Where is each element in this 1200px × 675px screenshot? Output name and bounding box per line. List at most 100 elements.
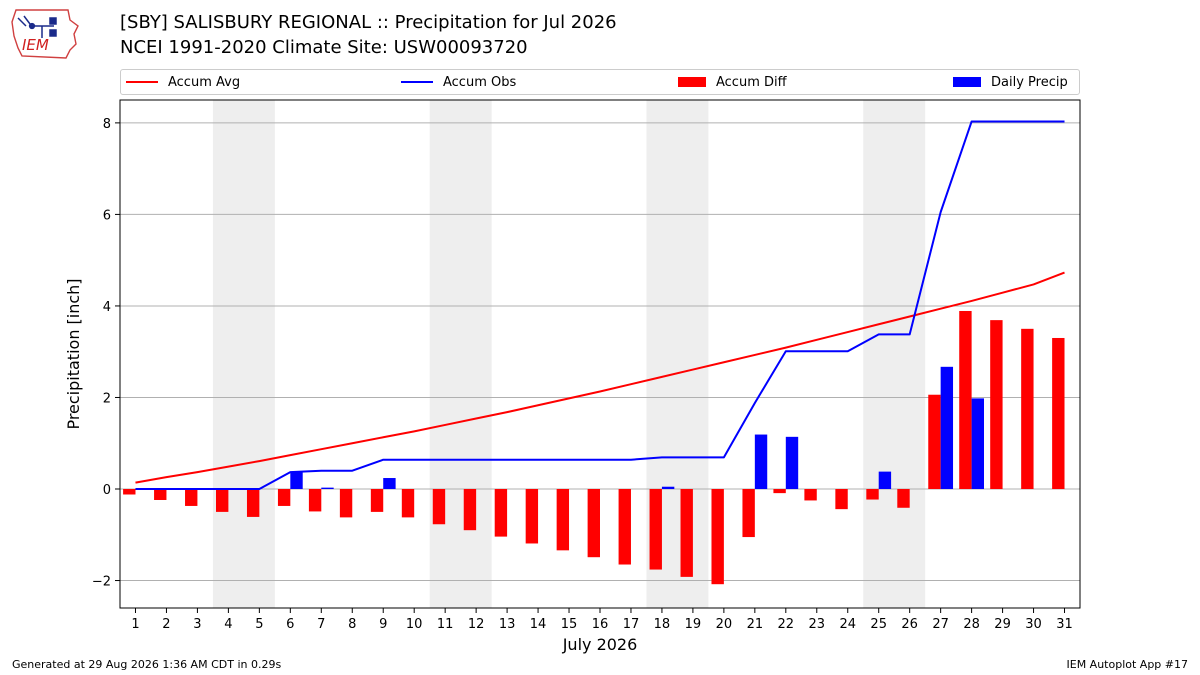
- legend-label-accum-diff: Accum Diff: [716, 74, 787, 90]
- accum-diff-bar: [897, 489, 910, 508]
- accum-diff-bar: [277, 489, 291, 506]
- accum-diff-bar: [587, 489, 600, 558]
- accum-diff-bar: [432, 489, 446, 525]
- accum-diff-bar: [185, 489, 198, 506]
- iem-logo: IEM: [11, 9, 79, 59]
- weekend-band-2: [429, 100, 492, 608]
- x-tick-label: 26: [901, 617, 918, 632]
- y-tick-label: 6: [103, 208, 111, 223]
- x-tick-label: 19: [685, 617, 702, 632]
- accum-diff-bar: [154, 489, 167, 500]
- accum-diff-bar: [742, 489, 755, 538]
- daily-precip-bar: [785, 436, 799, 490]
- x-tick-label: 23: [809, 617, 826, 632]
- accum-diff-bar: [649, 489, 662, 570]
- accum-diff-bar: [123, 489, 136, 495]
- x-tick-label: 7: [317, 617, 325, 632]
- accum-diff-bar: [525, 489, 539, 544]
- x-tick-label: 17: [623, 617, 640, 632]
- daily-precip-bar: [940, 366, 954, 490]
- daily-precip-bar: [971, 398, 984, 490]
- x-tick-label: 18: [654, 617, 671, 632]
- x-tick-label: 15: [561, 617, 578, 632]
- x-tick-label: 28: [963, 617, 980, 632]
- x-tick-label: 16: [592, 617, 609, 632]
- accum-diff-bar: [463, 489, 477, 531]
- x-tick-label: 31: [1056, 617, 1073, 632]
- x-tick-label: 5: [255, 617, 263, 632]
- daily-precip-bar: [754, 434, 768, 490]
- x-tick-label: 11: [437, 617, 454, 632]
- y-tick-label: −2: [92, 575, 111, 590]
- x-tick-label: 2: [162, 617, 170, 632]
- x-tick-label: 27: [932, 617, 949, 632]
- accum-diff-bar: [866, 489, 879, 500]
- x-tick-label: 21: [747, 617, 764, 632]
- chart-title: [SBY] SALISBURY REGIONAL :: Precipitatio…: [120, 12, 617, 33]
- legend-item-accum-diff: Accum Diff: [678, 70, 787, 94]
- y-axis-label: Precipitation [inch]: [64, 278, 83, 429]
- x-tick-label: 9: [379, 617, 387, 632]
- accum-diff-bar: [339, 489, 353, 518]
- legend-item-daily-precip: Daily Precip: [953, 70, 1068, 94]
- footer-generated: Generated at 29 Aug 2026 1:36 AM CDT in …: [12, 658, 282, 671]
- x-tick-label: 3: [193, 617, 201, 632]
- y-tick-label: 0: [103, 483, 111, 498]
- legend-swatch-accum-obs: [401, 81, 433, 83]
- accum-diff-bar: [370, 489, 384, 512]
- y-tick-label: 2: [103, 391, 111, 406]
- legend-swatch-accum-diff: [678, 77, 706, 87]
- x-tick-label: 4: [224, 617, 232, 632]
- logo-text: IEM: [22, 36, 49, 54]
- legend-label-accum-obs: Accum Obs: [443, 74, 517, 90]
- x-tick-label: 12: [468, 617, 485, 632]
- accum-diff-bar: [1052, 337, 1065, 490]
- accum-diff-bar: [246, 489, 260, 517]
- legend-item-accum-avg: Accum Avg: [126, 70, 240, 94]
- daily-precip-bar: [321, 487, 334, 490]
- x-tick-label: 13: [499, 617, 516, 632]
- x-tick-label: 30: [1025, 617, 1042, 632]
- chart-subtitle: NCEI 1991-2020 Climate Site: USW00093720: [120, 37, 528, 58]
- accum-diff-bar: [308, 489, 322, 512]
- x-tick-label: 8: [348, 617, 356, 632]
- x-tick-label: 10: [406, 617, 423, 632]
- plot-frame: [119, 99, 1081, 609]
- legend-label-accum-avg: Accum Avg: [168, 74, 241, 90]
- x-tick-label: 1: [131, 617, 139, 632]
- x-tick-label: 20: [716, 617, 733, 632]
- x-tick-label: 29: [994, 617, 1011, 632]
- accum-diff-bar: [959, 310, 972, 490]
- accum-diff-bar: [990, 320, 1003, 490]
- daily-precip-bar: [383, 478, 396, 490]
- accum-diff-bar: [773, 489, 786, 494]
- daily-precip-bar: [661, 486, 675, 490]
- accum-diff-bar: [928, 394, 941, 490]
- x-axis-label: July 2026: [562, 635, 638, 654]
- y-tick-label: 8: [103, 117, 111, 132]
- accum-obs-line: [135, 120, 1065, 491]
- legend-swatch-accum-avg: [126, 81, 158, 83]
- weekend-band-1: [212, 100, 275, 608]
- footer-app: IEM Autoplot App #17: [1066, 658, 1189, 671]
- weekend-band-4: [863, 100, 926, 608]
- accum-diff-bar: [680, 489, 693, 577]
- legend-swatch-daily-precip: [953, 77, 981, 87]
- legend: Accum Avg Accum Obs Accum Diff Daily Pre…: [120, 69, 1080, 95]
- daily-precip-bar: [878, 471, 892, 490]
- accum-diff-bar: [1021, 328, 1034, 490]
- accum-diff-bar: [618, 489, 631, 565]
- x-tick-label: 14: [530, 617, 547, 632]
- y-tick-label: 4: [103, 300, 111, 315]
- accum-avg-line: [135, 271, 1065, 484]
- accum-diff-bar: [401, 489, 415, 518]
- x-tick-label: 6: [286, 617, 294, 632]
- x-tick-label: 25: [870, 617, 887, 632]
- daily-precip-bar: [290, 472, 303, 490]
- legend-label-daily-precip: Daily Precip: [991, 74, 1068, 90]
- accum-diff-bar: [711, 489, 724, 585]
- accum-diff-bar: [494, 489, 508, 537]
- accum-diff-bar: [556, 489, 570, 551]
- accum-diff-bar: [804, 489, 817, 501]
